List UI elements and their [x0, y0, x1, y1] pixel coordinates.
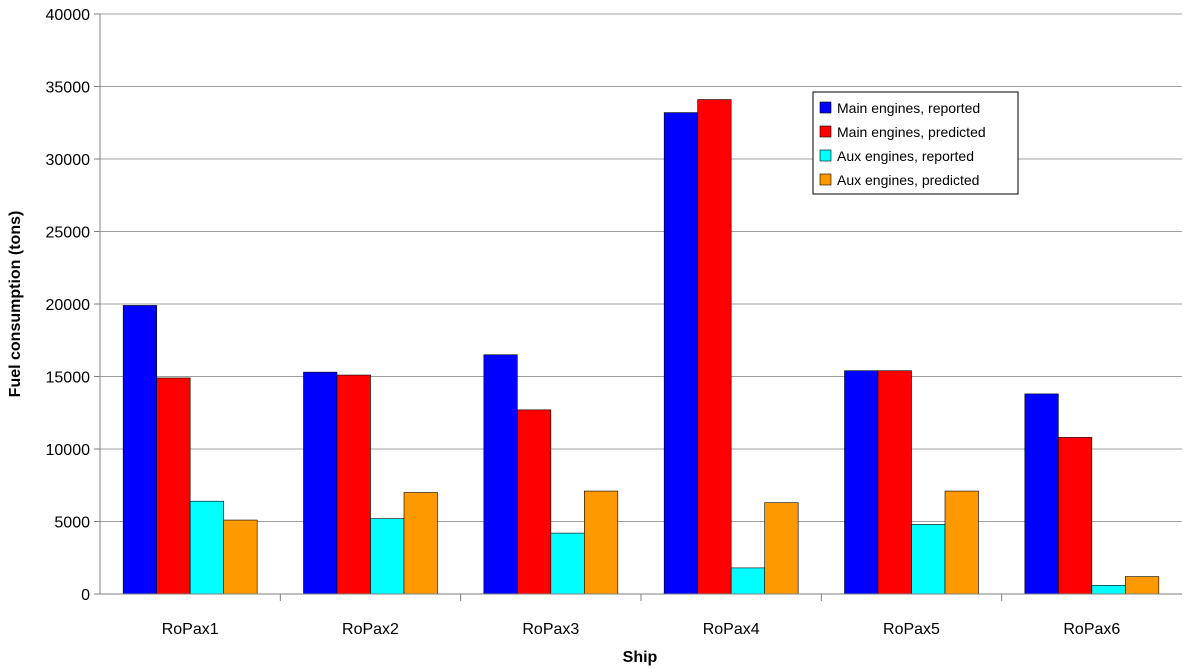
- y-tick-label: 10000: [46, 442, 91, 459]
- y-axis-label: Fuel consumption (tons): [7, 211, 24, 398]
- bar-ropax2-series-2: [336, 374, 371, 595]
- x-tick-label: RoPax4: [703, 621, 760, 638]
- bar-ropax4-series-3: [730, 567, 765, 595]
- legend-entry: Main engines, predicted: [837, 124, 986, 140]
- x-axis-label: Ship: [623, 649, 658, 666]
- legend-swatch: [819, 101, 832, 114]
- legend-entry: Aux engines, reported: [837, 148, 974, 164]
- bar-ropax6-series-1: [1024, 393, 1059, 595]
- y-tick-label: 30000: [46, 152, 91, 169]
- bar-ropax3-series-3: [550, 532, 585, 595]
- x-tick-label: RoPax6: [1063, 621, 1120, 638]
- bar-ropax4-series-4: [764, 502, 799, 595]
- bar-ropax6-series-3: [1091, 584, 1126, 595]
- legend: Main engines, reported Main engines, pred…: [812, 91, 1019, 195]
- x-tick-label: RoPax3: [522, 621, 579, 638]
- legend-entry: Aux engines, predicted: [837, 172, 979, 188]
- gridlines: [94, 13, 1182, 595]
- bar-ropax6-series-4: [1125, 576, 1160, 595]
- bar-ropax1-series-2: [156, 377, 191, 595]
- bar-ropax4-series-1: [663, 112, 698, 595]
- x-tick-label: RoPax1: [162, 621, 219, 638]
- y-tick-label: 0: [81, 587, 90, 604]
- bar-ropax3-series-1: [483, 354, 518, 595]
- bar-ropax5-series-1: [844, 370, 879, 595]
- x-tick-labels: RoPax1 RoPax2 RoPax3 RoPax4 RoPax5 RoPax6: [162, 594, 1120, 638]
- legend-swatch: [819, 173, 832, 186]
- bar-ropax1-series-3: [189, 500, 224, 595]
- bar-ropax3-series-4: [584, 490, 619, 595]
- legend-swatch: [819, 125, 832, 138]
- y-tick-label: 5000: [54, 515, 90, 532]
- bar-ropax5-series-4: [944, 490, 979, 595]
- y-tick-label: 20000: [46, 297, 91, 314]
- y-tick-label: 15000: [46, 370, 91, 387]
- bar-ropax2-series-1: [303, 371, 338, 595]
- bar-ropax6-series-2: [1058, 437, 1093, 595]
- bar-ropax3-series-2: [517, 409, 552, 595]
- y-tick-label: 25000: [46, 225, 91, 242]
- legend-entry: Main engines, reported: [837, 100, 980, 116]
- y-tick-label: 35000: [46, 80, 91, 97]
- legend-swatch: [819, 149, 832, 162]
- legend-box: [812, 91, 1019, 195]
- y-tick-label: 40000: [46, 7, 91, 24]
- bars: [122, 99, 1160, 595]
- bar-ropax4-series-2: [697, 99, 732, 595]
- bar-ropax1-series-1: [122, 305, 157, 595]
- bar-ropax2-series-3: [370, 518, 405, 595]
- x-tick-label: RoPax2: [342, 621, 399, 638]
- bar-ropax5-series-2: [877, 370, 912, 595]
- bar-ropax2-series-4: [403, 492, 438, 595]
- bar-ropax5-series-3: [911, 524, 946, 595]
- bar-ropax1-series-4: [223, 519, 258, 595]
- y-tick-labels: 0 5000 10000 15000 20000 25000 30000 35000 40000: [46, 7, 91, 604]
- x-tick-label: RoPax5: [883, 621, 940, 638]
